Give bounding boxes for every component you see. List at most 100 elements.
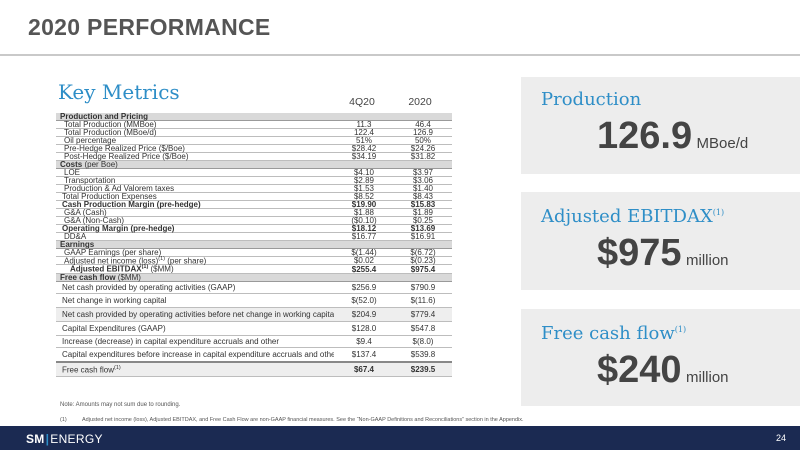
value-2020: $15.83 — [410, 200, 436, 209]
row-label: Total Production Expenses — [56, 192, 334, 201]
sm-energy-logo: SM|ENERGY — [26, 432, 103, 446]
row-label-text: Net cash provided by operating activitie… — [62, 283, 236, 292]
value-4q20: $0.02 — [353, 256, 375, 265]
row-label-text: G&A (Non-Cash) — [64, 216, 125, 225]
table-row: Capital expenditures before increase in … — [56, 348, 452, 363]
footnote: (1) Adjusted net income (loss), Adjusted … — [60, 417, 524, 423]
row-label-text: Costs — [60, 160, 83, 169]
value-2020: $539.8 — [410, 350, 436, 359]
value-4q20: $256.9 — [351, 283, 377, 292]
value-4q20: $18.12 — [351, 224, 377, 233]
value-2020: $24.26 — [410, 144, 436, 153]
table-row: Pre-Hedge Realized Price ($/Boe) $28.42 $2… — [56, 144, 452, 153]
row-label: Capital expenditures before increase in … — [56, 350, 334, 359]
ebitdax-label-group: Adjusted EBITDAX(1) — [541, 206, 724, 227]
ebitdax-value-group: $975 million — [597, 232, 729, 275]
row-label-text: Total Production Expenses — [62, 192, 157, 201]
table-row: Increase (decrease) in capital expenditu… — [56, 336, 452, 348]
row-label: Production & Ad Valorem taxes — [56, 184, 334, 193]
production-unit: MBoe/d — [696, 135, 749, 152]
page-title: 2020 PERFORMANCE — [28, 14, 271, 40]
logo-sm: SM — [26, 432, 45, 446]
table-row: Adjusted net income (loss)(1) (per share… — [56, 256, 452, 266]
value-4q20: $9.4 — [356, 337, 372, 346]
table-row: Total Production (MMBoe) 11.3 46.4 — [56, 120, 452, 129]
row-label-text: Capital expenditures before increase in … — [62, 350, 334, 359]
production-value-group: 126.9 MBoe/d — [597, 115, 748, 158]
value-2020: $3.97 — [412, 168, 434, 177]
value-4q20: $255.4 — [351, 264, 377, 274]
fcf-card: Free cash flow(1) $240 million — [521, 309, 800, 406]
row-label: Total Production (MMBoe) — [56, 120, 334, 129]
table-row: Net change in working capital $(52.0) $(11… — [56, 294, 452, 308]
row-label-text: Production and Pricing — [60, 112, 149, 121]
row-label: Net cash provided by operating activitie… — [56, 283, 334, 292]
table-section-header: Costs (per Boe) — [56, 160, 452, 169]
value-4q20: $204.9 — [351, 310, 377, 319]
table-section-header: Earnings — [56, 240, 452, 249]
row-label: Total Production (MBoe/d) — [56, 128, 334, 137]
row-label: Earnings — [56, 240, 334, 249]
table-row: LOE $4.10 $3.97 — [56, 168, 452, 177]
row-label: Costs (per Boe) — [56, 160, 334, 169]
value-2020: $(11.6) — [410, 296, 436, 305]
value-2020: $975.4 — [410, 264, 436, 274]
row-label-text: Net change in working capital — [62, 296, 167, 305]
row-label-text: Adjusted EBITDAX — [70, 264, 142, 274]
row-label-text: G&A (Cash) — [64, 208, 107, 217]
table-row: Operating Margin (pre-hedge) $18.12 $13.69 — [56, 224, 452, 233]
value-4q20: $67.4 — [353, 365, 375, 374]
value-4q20: ($0.10) — [351, 216, 377, 225]
table-row: Post-Hedge Realized Price ($/Boe) $34.19 $… — [56, 152, 452, 161]
row-label: DD&A — [56, 232, 334, 241]
row-label-suffix: ($MM) — [148, 264, 174, 274]
row-label: Net cash provided by operating activitie… — [56, 310, 334, 319]
page-number: 24 — [775, 433, 786, 443]
row-label: Increase (decrease) in capital expenditu… — [56, 337, 334, 346]
row-label: Operating Margin (pre-hedge) — [56, 224, 334, 233]
value-4q20: 122.4 — [353, 128, 375, 137]
row-label: Post-Hedge Realized Price ($/Boe) — [56, 152, 334, 161]
row-label-text: Pre-Hedge Realized Price ($/Boe) — [64, 144, 185, 153]
production-label: Production — [541, 89, 642, 110]
footnote-ref: (1) — [141, 264, 149, 271]
logo-energy: ENERGY — [50, 432, 103, 446]
value-2020: $(8.0) — [412, 337, 434, 346]
row-label-text: Total Production (MBoe/d) — [64, 128, 157, 137]
title-divider — [0, 54, 800, 56]
row-label-suffix: (per share) — [165, 256, 207, 266]
fcf-value-group: $240 million — [597, 349, 729, 392]
row-label: Free cash flow ($MM) — [56, 273, 334, 282]
table-row: Oil percentage 51% 50% — [56, 136, 452, 145]
value-2020: $13.69 — [410, 224, 436, 233]
row-label: Capital Expenditures (GAAP) — [56, 324, 334, 333]
value-4q20: $16.77 — [351, 232, 377, 241]
fcf-label: Free cash flow — [541, 323, 675, 344]
table-row: Capital Expenditures (GAAP) $128.0 $547.8 — [56, 322, 452, 336]
row-label-text: Capital Expenditures (GAAP) — [62, 324, 166, 333]
row-label: G&A (Non-Cash) — [56, 216, 334, 225]
value-2020: $3.06 — [412, 176, 434, 185]
table-row: DD&A $16.77 $16.91 — [56, 232, 452, 241]
table-row: Total Production (MBoe/d) 122.4 126.9 — [56, 128, 452, 137]
value-4q20: $8.52 — [353, 192, 375, 201]
value-4q20: $19.90 — [351, 200, 377, 209]
key-metrics-table: Production and Pricing Total Production (… — [56, 112, 452, 377]
value-2020: $31.82 — [410, 152, 436, 161]
fcf-unit: million — [686, 369, 729, 386]
table-row: Adjusted EBITDAX(1) ($MM) $255.4 $975.4 — [56, 264, 452, 274]
value-2020: $0.25 — [412, 216, 434, 225]
value-2020: $779.4 — [410, 310, 436, 319]
value-4q20: $4.10 — [353, 168, 375, 177]
table-row: Net cash provided by operating activitie… — [56, 282, 452, 294]
key-metrics-title: Key Metrics — [58, 80, 180, 104]
value-2020: $790.9 — [410, 283, 436, 292]
table-row: Free cash flow(1) $67.4 $239.5 — [56, 363, 452, 377]
value-2020: 126.9 — [412, 128, 434, 137]
ebitdax-label: Adjusted EBITDAX — [541, 206, 713, 227]
row-label-text: Total Production (MMBoe) — [64, 120, 157, 129]
ebitdax-unit: million — [686, 252, 729, 269]
value-4q20: $(52.0) — [351, 296, 377, 305]
row-label: LOE — [56, 168, 334, 177]
table-section-header: Free cash flow ($MM) — [56, 273, 452, 282]
